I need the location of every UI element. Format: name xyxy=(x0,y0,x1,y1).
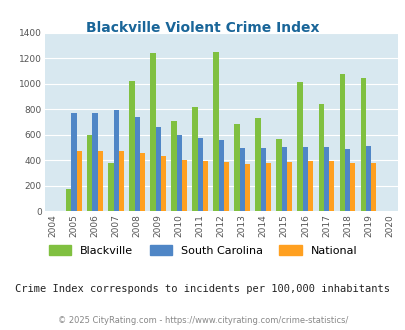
Bar xyxy=(276,139,281,211)
Bar xyxy=(370,163,375,211)
Bar xyxy=(318,104,323,211)
Bar xyxy=(139,153,145,211)
Bar xyxy=(223,162,228,211)
Bar xyxy=(92,113,98,211)
Bar xyxy=(239,148,244,211)
Bar xyxy=(255,118,260,211)
Bar xyxy=(160,156,166,211)
Bar xyxy=(150,53,155,211)
Bar xyxy=(360,78,365,211)
Bar xyxy=(171,121,176,211)
Bar xyxy=(339,74,344,211)
Bar xyxy=(202,161,208,211)
Bar xyxy=(129,81,134,211)
Bar xyxy=(286,162,292,211)
Bar xyxy=(197,138,202,211)
Bar xyxy=(281,147,286,211)
Bar xyxy=(98,151,103,211)
Bar xyxy=(244,164,249,211)
Bar xyxy=(108,163,113,211)
Text: © 2025 CityRating.com - https://www.cityrating.com/crime-statistics/: © 2025 CityRating.com - https://www.city… xyxy=(58,316,347,325)
Text: Crime Index corresponds to incidents per 100,000 inhabitants: Crime Index corresponds to incidents per… xyxy=(15,284,390,294)
Bar xyxy=(349,163,354,211)
Bar xyxy=(77,151,82,211)
Legend: Blackville, South Carolina, National: Blackville, South Carolina, National xyxy=(44,241,361,260)
Bar xyxy=(181,160,187,211)
Bar xyxy=(297,82,302,211)
Bar xyxy=(213,52,218,211)
Bar xyxy=(155,127,160,211)
Bar xyxy=(365,146,370,211)
Bar xyxy=(260,148,265,211)
Bar xyxy=(323,147,328,211)
Bar xyxy=(328,161,333,211)
Bar xyxy=(71,113,77,211)
Bar xyxy=(192,107,197,211)
Text: Blackville Violent Crime Index: Blackville Violent Crime Index xyxy=(86,21,319,35)
Bar xyxy=(119,151,124,211)
Bar xyxy=(302,147,307,211)
Bar xyxy=(134,117,139,211)
Bar xyxy=(307,161,313,211)
Bar xyxy=(218,140,223,211)
Bar xyxy=(176,135,181,211)
Bar xyxy=(66,189,71,211)
Bar xyxy=(113,110,119,211)
Bar xyxy=(87,135,92,211)
Bar xyxy=(344,149,349,211)
Bar xyxy=(234,124,239,211)
Bar xyxy=(265,163,271,211)
